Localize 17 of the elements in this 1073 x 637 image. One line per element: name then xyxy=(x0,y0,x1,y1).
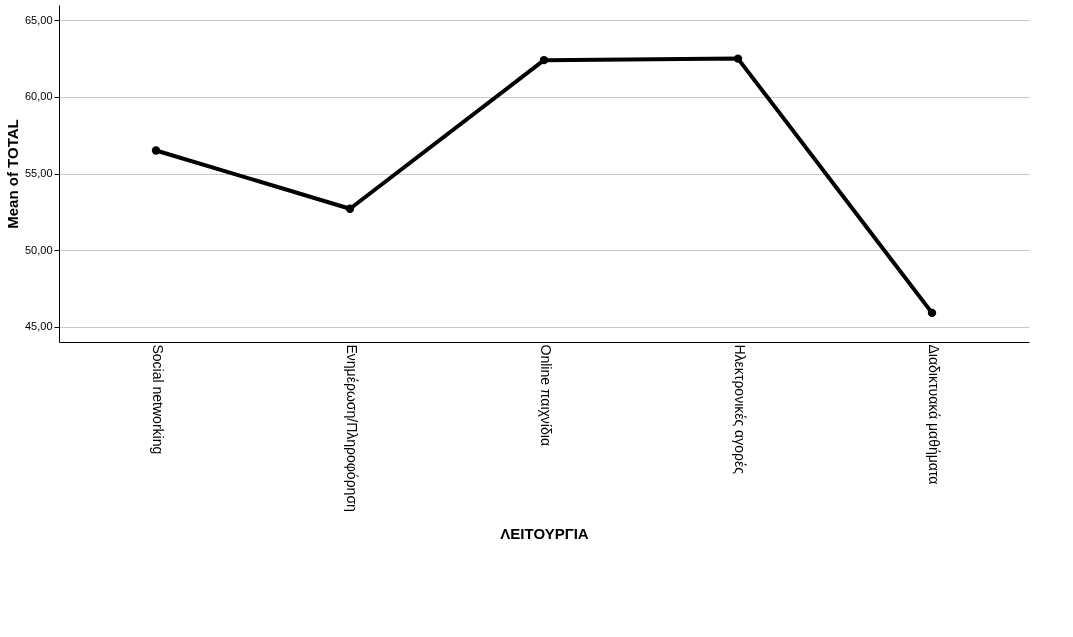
y-axis-title: Mean of TOTAL xyxy=(3,119,21,229)
y-tick-label: 45,00 xyxy=(24,320,53,333)
y-tick-label: 65,00 xyxy=(24,13,53,26)
x-axis-title: ΛΕΙΤΟΥΡΓΙΑ xyxy=(500,524,589,542)
x-tick-label: Social networking xyxy=(149,344,166,455)
point xyxy=(345,204,355,213)
point xyxy=(733,54,743,63)
y-tick-label: 50,00 xyxy=(24,243,53,256)
x-tick-label: Ενημέρωση/Πληροφόρηση xyxy=(343,344,360,512)
x-tick-label: Διαδικτυακά μαθήματα xyxy=(925,344,942,485)
y-tick-label: 55,00 xyxy=(24,167,53,179)
point xyxy=(927,308,937,318)
y-tick-label: 60,00 xyxy=(24,90,53,103)
point xyxy=(539,55,549,65)
point xyxy=(151,146,161,155)
x-tick-label: Ηλεκτρονικές αγορές xyxy=(731,344,748,475)
x-tick-label: Online παιχνίδια xyxy=(537,344,554,446)
